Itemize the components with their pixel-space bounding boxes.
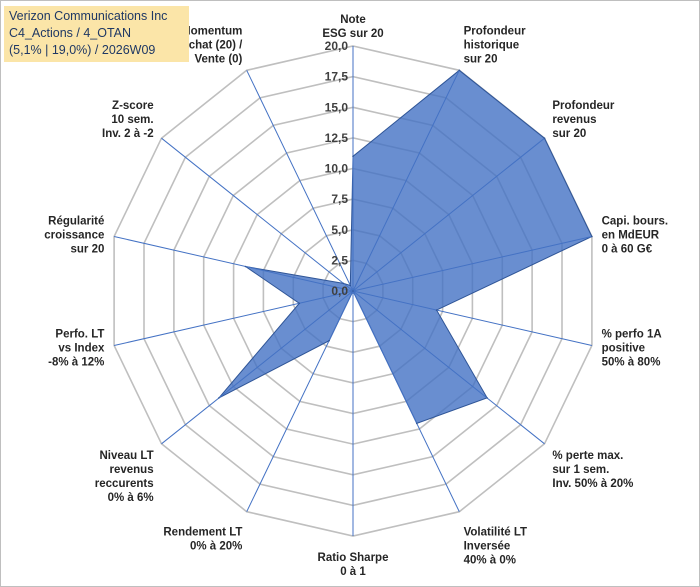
data-point-2 — [458, 69, 461, 72]
category-label-line: % perfo 1A — [602, 329, 662, 341]
category-label-line: Capi. bours. — [602, 215, 668, 227]
tick-label-8: 20,0 — [325, 39, 349, 53]
axis-spoke-13 — [161, 137, 354, 292]
axis-spoke-10 — [161, 290, 354, 445]
category-label-10: Niveau LT revenus reccurents 0% à 6% — [95, 450, 154, 504]
tick-label-2: 5,0 — [331, 223, 348, 237]
category-label-line: Z-score — [112, 100, 154, 112]
axis-spoke-7 — [352, 290, 460, 512]
category-label-line: sur 20 — [552, 128, 586, 140]
axis-spoke-3 — [352, 137, 545, 292]
tick-label-1: 2,5 — [331, 253, 348, 267]
category-label-line: Perfo. LT — [55, 329, 104, 341]
category-label-line: Inv. 2 à -2 — [102, 128, 154, 140]
data-point-12 — [244, 265, 247, 268]
category-label-line: % perte max. — [552, 450, 623, 462]
category-label-3: Profondeur revenus sur 20 — [552, 100, 614, 140]
category-label-line: sur 20 — [464, 53, 498, 65]
category-label-line: 10 sem. — [111, 114, 153, 126]
category-label-line: Régularité — [48, 215, 104, 227]
category-label-line: Ratio Sharpe — [318, 552, 389, 564]
category-label-line: Rendement LT — [163, 527, 242, 539]
data-point-3 — [543, 137, 546, 139]
category-label-line: Volatilité LT — [464, 527, 527, 539]
tick-label-0: 0,0 — [331, 284, 348, 298]
category-label-6: % perte max. sur 1 sem. Inv. 50% à 20% — [552, 450, 633, 490]
category-label-line: vs Index — [58, 343, 105, 355]
category-label-line: Inv. 50% à 20% — [552, 478, 633, 490]
category-label-11: Perfo. LT vs Index -8% à 12% — [48, 329, 105, 369]
category-label-line: 0 à 1 — [340, 566, 366, 578]
category-label-line: -8% à 12% — [48, 357, 104, 369]
category-label-7: Volatilité LT Inversée 40% à 0% — [464, 527, 527, 567]
axis-spoke-9 — [246, 290, 354, 512]
data-point-10 — [218, 397, 220, 399]
category-label-line: 50% à 80% — [602, 357, 661, 369]
category-label-13: Z-score 10 sem. Inv. 2 à -2 — [102, 100, 154, 140]
category-label-line: ESG sur 20 — [322, 28, 383, 40]
category-label-14: Momentum Achat (20) / Vente (0) — [180, 25, 243, 65]
category-label-line: reccurents — [95, 478, 154, 490]
tick-label-5: 12,5 — [325, 131, 349, 145]
category-label-line: Profondeur — [464, 25, 526, 37]
axis-spoke-11 — [113, 290, 354, 346]
tick-label-3: 7,5 — [331, 192, 348, 206]
axis-spoke-12 — [113, 236, 354, 292]
data-point-11 — [298, 302, 301, 305]
category-label-line: historique — [464, 39, 520, 51]
category-label-line: positive — [602, 343, 645, 355]
chart-title-box: Verizon Communications Inc C4_Actions / … — [4, 6, 189, 62]
data-point-1 — [352, 155, 354, 158]
category-label-line: revenus — [109, 464, 153, 476]
category-label-line: 0 à 60 G€ — [602, 243, 653, 255]
category-label-line: en MdEUR — [602, 229, 660, 241]
category-label-5: % perfo 1A positive 50% à 80% — [602, 329, 662, 369]
axis-spoke-6 — [352, 290, 545, 445]
axis-spoke-5 — [352, 290, 593, 346]
category-label-12: Régularité croissance sur 20 — [44, 215, 104, 255]
data-point-6 — [486, 397, 488, 399]
tick-label-7: 17,5 — [325, 70, 349, 84]
data-point-13 — [342, 282, 345, 285]
category-label-line: 0% à 6% — [108, 492, 154, 504]
data-point-4 — [591, 235, 593, 238]
tick-label-4: 10,0 — [325, 162, 349, 176]
category-label-line: Note — [340, 14, 366, 26]
category-label-line: Momentum — [181, 25, 242, 37]
category-label-8: Ratio Sharpe 0 à 1 — [318, 552, 389, 578]
category-label-line: Vente (0) — [194, 53, 242, 65]
category-label-9: Rendement LT 0% à 20% — [163, 527, 242, 553]
category-label-line: revenus — [552, 114, 596, 126]
data-point-8 — [352, 290, 354, 292]
category-label-4: Capi. bours. en MdEUR 0 à 60 G€ — [602, 215, 668, 255]
category-label-line: Achat (20) / — [180, 39, 243, 51]
title-stats: (5,1% | 19,0%) / 2026W09 — [9, 43, 156, 57]
data-point-5 — [435, 309, 438, 311]
axis-spoke-14 — [246, 70, 354, 292]
category-label-2: Profondeur historique sur 20 — [464, 25, 526, 65]
title-category: C4_Actions / 4_OTAN — [9, 26, 132, 40]
axis-spoke-2 — [352, 70, 460, 292]
title-company: Verizon Communications Inc — [9, 9, 168, 23]
category-label-line: Inversée — [464, 541, 511, 553]
tick-label-6: 15,0 — [325, 100, 349, 114]
category-label-line: 40% à 0% — [464, 555, 516, 567]
category-label-line: croissance — [44, 229, 104, 241]
category-label-line: sur 1 sem. — [552, 464, 609, 476]
category-label-1: Note ESG sur 20 — [322, 14, 383, 40]
data-point-9 — [328, 339, 330, 342]
category-label-line: Niveau LT — [99, 450, 153, 462]
axis-spoke-4 — [352, 236, 593, 292]
category-label-line: 0% à 20% — [190, 541, 242, 553]
data-point-7 — [416, 422, 418, 425]
category-label-line: sur 20 — [71, 243, 105, 255]
data-point-14 — [349, 284, 352, 287]
category-label-line: Profondeur — [552, 100, 614, 112]
